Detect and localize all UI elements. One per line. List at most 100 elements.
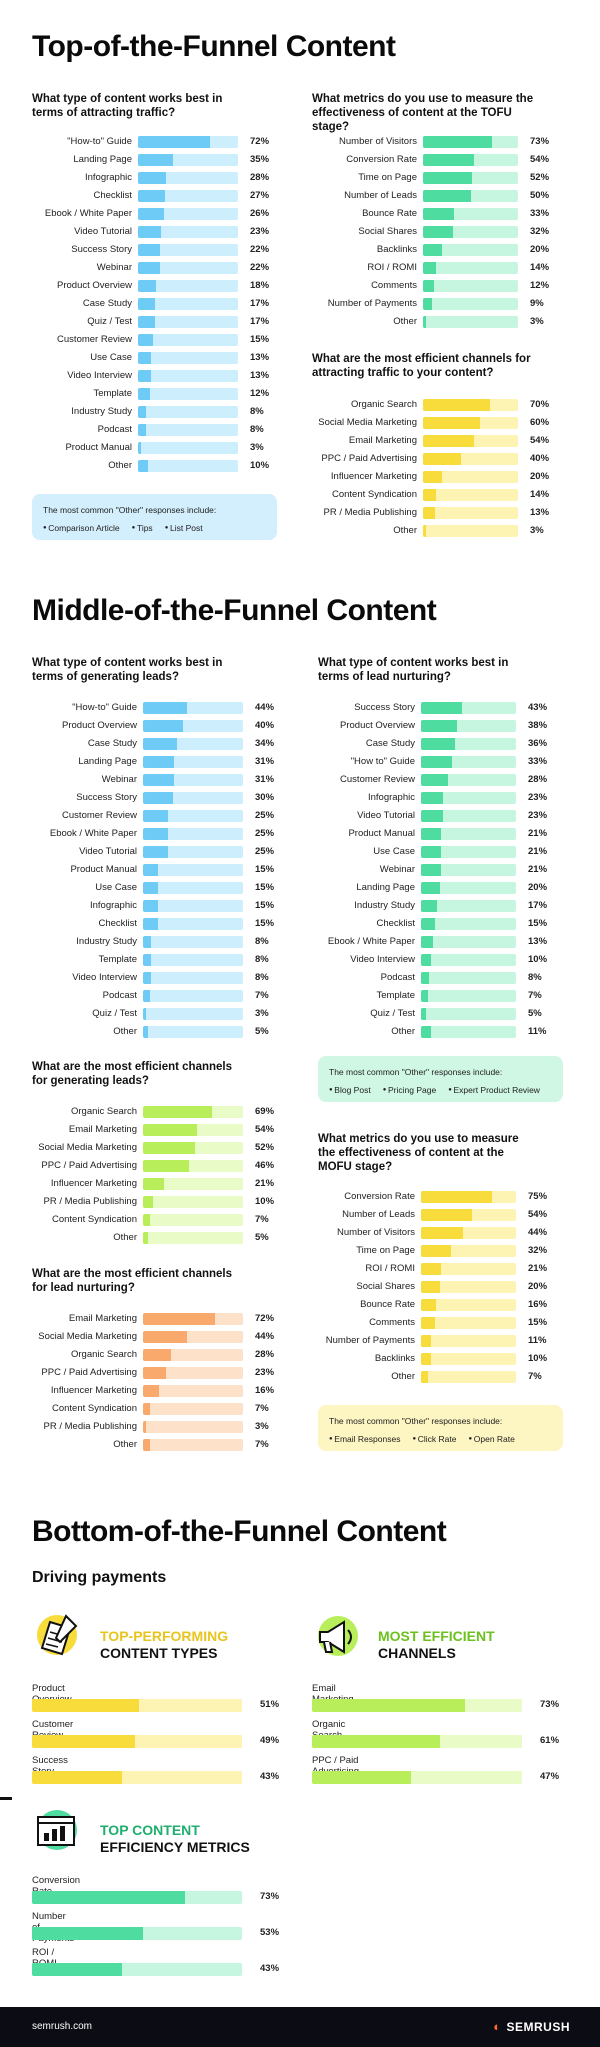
bar-value: 22% [250, 262, 270, 273]
bar [421, 972, 429, 984]
bar-value: 5% [255, 1026, 269, 1037]
bofu-head-channels: MOST EFFICIENT CHANNELS [378, 1628, 495, 1662]
bar [421, 810, 443, 822]
bar-value: 43% [528, 702, 548, 713]
bar-label: "How-to" Guide [72, 702, 137, 713]
bar-value: 70% [530, 399, 550, 410]
bar-label: Influencer Marketing [50, 1385, 137, 1396]
bar-track [423, 226, 518, 238]
bar [32, 1963, 123, 1976]
note-item: Click Rate [412, 1432, 457, 1447]
bar [32, 1735, 135, 1748]
bar [423, 525, 426, 537]
bar-label: Number of Visitors [337, 1227, 415, 1238]
bar-label: Industry Study [71, 406, 132, 417]
bar-value: 23% [250, 226, 270, 237]
bar-value: 54% [528, 1209, 548, 1220]
bar-track [421, 1245, 516, 1257]
bar [421, 1245, 452, 1257]
bar [423, 316, 426, 328]
bofu-head-channels-line1: MOST EFFICIENT [378, 1628, 495, 1644]
bar-label: Case Study [87, 738, 137, 749]
bar [421, 846, 441, 858]
bar-label: Email Marketing [348, 435, 417, 446]
bar-label: Social Media Marketing [38, 1331, 137, 1342]
bar-track [143, 1106, 243, 1118]
bar-value: 33% [530, 208, 550, 219]
bar-label: Content Syndication [51, 1403, 137, 1414]
bar-track [423, 399, 518, 411]
bar [421, 1008, 426, 1020]
megaphone-icon [312, 1610, 362, 1660]
bar-track [421, 846, 516, 858]
bar-track [421, 702, 516, 714]
bar [143, 1331, 187, 1343]
bar [421, 720, 458, 732]
bar [143, 810, 168, 822]
bar [138, 424, 146, 436]
bar-value: 51% [260, 1699, 280, 1710]
bar-track [138, 316, 238, 328]
bar-value: 44% [255, 702, 275, 713]
bar [421, 1227, 463, 1239]
bar-track [138, 262, 238, 274]
note-item: Blog Post [329, 1083, 370, 1098]
bar-value: 33% [528, 756, 548, 767]
bar-value: 15% [250, 334, 270, 345]
bar-value: 69% [255, 1106, 275, 1117]
bar-value: 23% [528, 810, 548, 821]
bar [143, 1008, 146, 1020]
bar-track [421, 1191, 516, 1203]
note-mofu-other: The most common "Other" responses includ… [318, 1056, 563, 1102]
bar-value: 5% [255, 1232, 269, 1243]
bar-label: Template [98, 954, 137, 965]
bar-value: 3% [255, 1008, 269, 1019]
note-mofu-metrics-other: The most common "Other" responses includ… [318, 1405, 563, 1451]
bar-value: 14% [530, 489, 550, 500]
bar-label: Customer Review [340, 774, 415, 785]
bar [143, 1214, 150, 1226]
bar-track [421, 954, 516, 966]
bar-track [423, 154, 518, 166]
bar-track [421, 1281, 516, 1293]
bar-track [421, 1335, 516, 1347]
bar-track [143, 936, 243, 948]
footer-site: semrush.com [32, 2021, 93, 2032]
bar-label: PR / Media Publishing [323, 507, 417, 518]
bar-label: Influencer Marketing [50, 1178, 137, 1189]
note-item: Open Rate [468, 1432, 515, 1447]
bar-value: 17% [528, 900, 548, 911]
bar [143, 1367, 166, 1379]
bar [143, 1232, 148, 1244]
bar [143, 1178, 164, 1190]
bar-label: Other [391, 1026, 415, 1037]
bar [423, 453, 461, 465]
bar-value: 9% [530, 298, 544, 309]
bar-label: Quiz / Test [370, 1008, 415, 1019]
bar-track [312, 1771, 522, 1784]
bar-value: 28% [255, 1349, 275, 1360]
bar-label: Ebook / White Paper [44, 208, 132, 219]
bar-track [32, 1735, 242, 1748]
bar-label: Infographic [367, 792, 415, 803]
bar-track [423, 208, 518, 220]
bar-value: 8% [250, 424, 264, 435]
bar-track [423, 316, 518, 328]
bar [143, 774, 174, 786]
bar-value: 7% [255, 1439, 269, 1450]
bar-value: 27% [250, 190, 270, 201]
bar-label: "How to" Guide [350, 756, 415, 767]
bar-track [143, 1142, 243, 1154]
bar-label: Number of Payments [327, 298, 417, 309]
bofu-head-metrics-line1: TOP CONTENT [100, 1822, 200, 1838]
note-tofu-other: The most common "Other" responses includ… [32, 494, 277, 540]
bar-track [421, 1299, 516, 1311]
bar [423, 244, 442, 256]
bar-value: 8% [250, 406, 264, 417]
bar-value: 8% [528, 972, 542, 983]
bar-label: Success Story [71, 244, 132, 255]
bar [143, 1106, 212, 1118]
bar-label: Product Overview [62, 720, 137, 731]
bar-label: Number of Leads [344, 190, 417, 201]
footer: semrush.com ◐ SEMRUSH [0, 2007, 600, 2047]
